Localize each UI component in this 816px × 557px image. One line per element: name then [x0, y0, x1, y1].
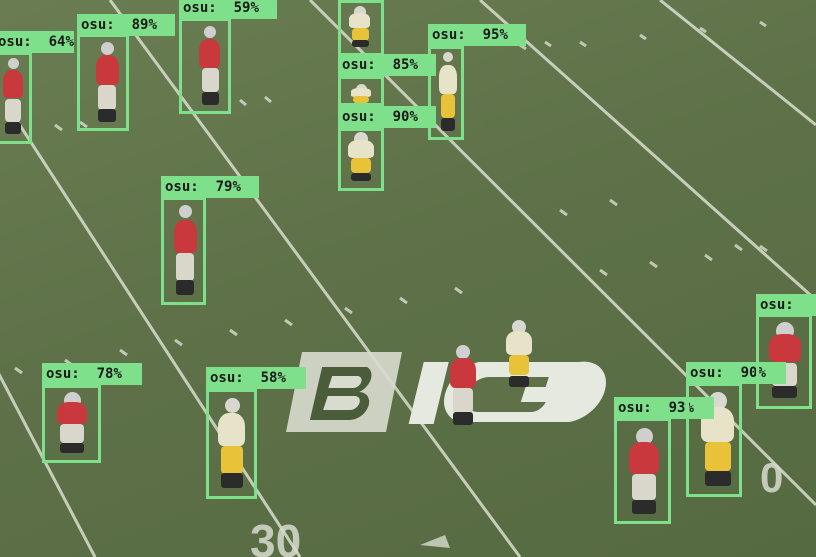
detection-box	[428, 46, 464, 140]
detection-box	[338, 76, 384, 106]
yard-number-right: 0	[760, 454, 783, 501]
detection-label: osu: 89%	[77, 14, 175, 36]
player	[170, 205, 200, 297]
detection-class: osu	[81, 17, 107, 33]
detection-label: osu: 59%	[179, 0, 277, 19]
detection-label: osu: 93%	[614, 397, 714, 419]
detection-label: osu: 90%	[686, 362, 786, 384]
detection-class: osu	[46, 366, 72, 382]
detection-label: osu: 78%	[42, 363, 142, 385]
detection-box	[179, 18, 231, 114]
player	[502, 320, 536, 388]
detection-class: osu	[0, 34, 24, 50]
detection-class: osu	[618, 400, 644, 416]
detection-label: osu: 79%	[161, 176, 259, 198]
detection-box	[338, 0, 384, 56]
player	[446, 345, 480, 427]
player	[52, 392, 92, 454]
player	[0, 58, 26, 136]
detection-score: 90%	[740, 365, 766, 381]
detection-label: osu:	[756, 294, 816, 316]
yard-line	[0, 372, 97, 557]
detection-box	[206, 389, 257, 499]
detection-class: osu	[760, 297, 786, 313]
detection-class: osu	[342, 57, 368, 73]
detection-class: osu	[342, 109, 368, 125]
detection-score: 78%	[96, 366, 122, 382]
detection-score: 64%	[48, 34, 74, 50]
yard-line	[659, 0, 816, 127]
yard-line	[479, 0, 816, 302]
detection-class: osu	[690, 365, 716, 381]
detection-class: osu	[165, 179, 191, 195]
player	[344, 132, 378, 182]
detection-box	[0, 52, 32, 144]
player	[624, 428, 664, 516]
detection-class: osu	[432, 27, 458, 43]
yard-line	[8, 109, 302, 557]
detection-class: osu	[210, 370, 236, 386]
detection-score: 90%	[392, 109, 418, 125]
detection-label: osu: 95%	[428, 24, 526, 46]
yard-number-left: 30	[250, 515, 301, 557]
detection-score: 58%	[260, 370, 286, 386]
detection-label: osu: 85%	[338, 54, 436, 76]
detection-box	[338, 128, 384, 191]
player	[346, 6, 374, 48]
player	[214, 398, 250, 490]
detection-label: osu: 58%	[206, 367, 306, 389]
detection-label: osu: 90%	[338, 106, 436, 128]
detection-box	[42, 385, 101, 463]
player	[92, 42, 122, 124]
detection-box	[77, 34, 129, 131]
detection-score: 59%	[233, 0, 259, 16]
detection-score: 85%	[392, 57, 418, 73]
detection-box	[686, 383, 742, 497]
detection-class: osu	[183, 0, 209, 16]
detection-box	[614, 418, 671, 524]
detection-score: 95%	[482, 27, 508, 43]
detection-score: 79%	[215, 179, 241, 195]
detection-label: osu: 64%	[0, 31, 74, 53]
detection-box	[756, 314, 812, 409]
player	[436, 52, 460, 132]
player	[196, 26, 224, 106]
big-logo	[286, 352, 606, 432]
yard-line	[108, 0, 522, 557]
detection-score: 89%	[131, 17, 157, 33]
detection-box	[161, 197, 206, 305]
